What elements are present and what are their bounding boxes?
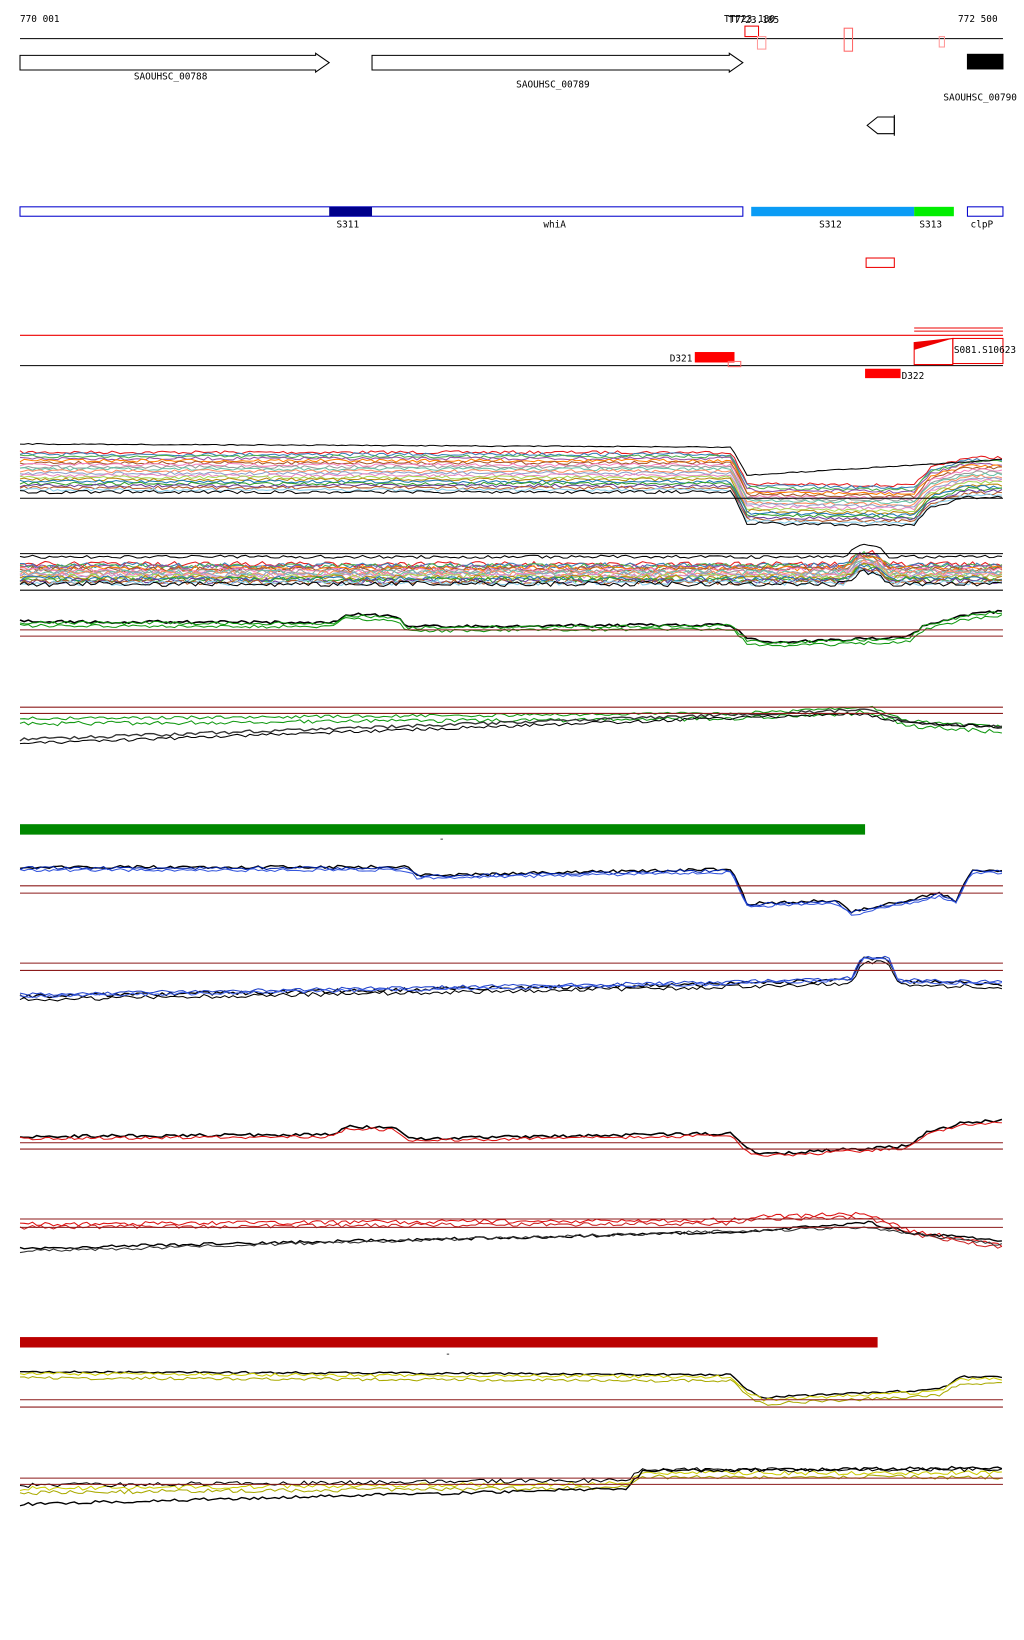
expression-line xyxy=(19,481,1003,520)
ruler-end: 772 500 xyxy=(958,14,998,25)
expression-line xyxy=(19,1370,1003,1400)
segment-label: clpP xyxy=(971,220,994,231)
expression-line xyxy=(19,479,1002,517)
expression-line xyxy=(19,1118,1003,1156)
feature-label: S081.S10623 xyxy=(954,345,1016,356)
condition-bar xyxy=(20,824,866,835)
expression-line xyxy=(19,470,1002,508)
expression-line xyxy=(19,705,1003,729)
marker xyxy=(938,36,945,48)
expression-line xyxy=(19,549,1003,568)
gene-arrow xyxy=(19,52,331,74)
marker xyxy=(756,36,767,50)
expression-line xyxy=(19,1467,1003,1488)
features: D321 D322 S081.S10623 xyxy=(19,327,1016,382)
expression-line xyxy=(19,554,1003,573)
expression-line xyxy=(19,485,1002,524)
segment xyxy=(914,206,954,217)
segment-label: S312 xyxy=(819,220,842,231)
expression-line xyxy=(19,708,1003,742)
gene-arrow xyxy=(866,116,895,135)
segment xyxy=(19,206,744,217)
bar-label: - xyxy=(445,1349,451,1360)
expression-line xyxy=(19,450,1003,488)
gene-label: SAOUHSC_00790 xyxy=(943,92,1017,103)
gene-label: SAOUHSC_00788 xyxy=(134,71,208,82)
expression-line xyxy=(19,456,1002,494)
expression-line xyxy=(19,864,1003,914)
feature-label: D321 xyxy=(670,353,693,364)
condition-bar xyxy=(20,1337,878,1348)
segment xyxy=(751,206,915,217)
expression-line xyxy=(19,454,1003,492)
expression-line xyxy=(19,487,1002,526)
expression-line xyxy=(19,957,1003,998)
bar-label: - xyxy=(439,834,445,845)
expression-line xyxy=(19,1371,1003,1402)
segment-label: whiA xyxy=(543,220,566,231)
expression-line xyxy=(19,569,1002,588)
expression-line xyxy=(19,1470,1002,1492)
genes xyxy=(19,52,1004,136)
ruler-mark: TT723.180 xyxy=(724,14,775,25)
gene-label: SAOUHSC_00789 xyxy=(516,80,590,91)
expression-line xyxy=(19,868,1002,916)
ruler-mark: TT723.185 xyxy=(728,15,779,26)
expression-line xyxy=(19,489,1003,527)
feature xyxy=(727,360,742,368)
ruler-start: 770 001 xyxy=(20,14,60,25)
expression-line xyxy=(19,1226,1003,1254)
gene-arrow xyxy=(371,52,744,74)
expression-line xyxy=(19,442,1002,476)
gene-box xyxy=(966,53,1004,70)
expression-line xyxy=(19,458,1003,496)
ruler: 770 001 772 500 TT723.180 TT723.185 xyxy=(19,14,1003,52)
segment xyxy=(966,206,1004,217)
feature xyxy=(865,368,901,379)
expression-line xyxy=(19,462,1003,501)
expression-line xyxy=(19,483,1003,521)
feature xyxy=(952,337,1004,365)
expression-line xyxy=(19,543,1002,559)
segment xyxy=(329,206,373,217)
feature-label: D322 xyxy=(902,371,925,382)
expression-line xyxy=(19,475,1002,513)
segment-label: S313 xyxy=(919,220,942,231)
expression-line xyxy=(19,712,1002,745)
expression-line xyxy=(19,563,1002,582)
segment-label: S311 xyxy=(337,220,360,231)
expression-line xyxy=(19,609,1003,644)
expression-line xyxy=(19,1211,1003,1247)
expression-line xyxy=(19,1465,1003,1507)
expression-line xyxy=(19,473,1003,511)
expression-line xyxy=(19,611,1002,645)
segments: S311 whiA S312 S313 clpP xyxy=(19,206,1004,231)
expression-line xyxy=(19,1215,1003,1249)
expression-line xyxy=(19,452,1002,490)
expression-line xyxy=(19,614,1003,648)
expression-line xyxy=(19,960,1003,1002)
marker xyxy=(843,27,854,52)
expression-line xyxy=(19,466,1003,505)
expression-line xyxy=(19,1121,1002,1157)
expression-tracks xyxy=(19,442,1003,1507)
expression-line xyxy=(19,558,1002,576)
marker xyxy=(744,25,760,38)
expression-line xyxy=(19,460,1002,499)
expression-line xyxy=(19,1376,1002,1406)
feature xyxy=(694,352,735,363)
feature-box xyxy=(865,257,895,268)
